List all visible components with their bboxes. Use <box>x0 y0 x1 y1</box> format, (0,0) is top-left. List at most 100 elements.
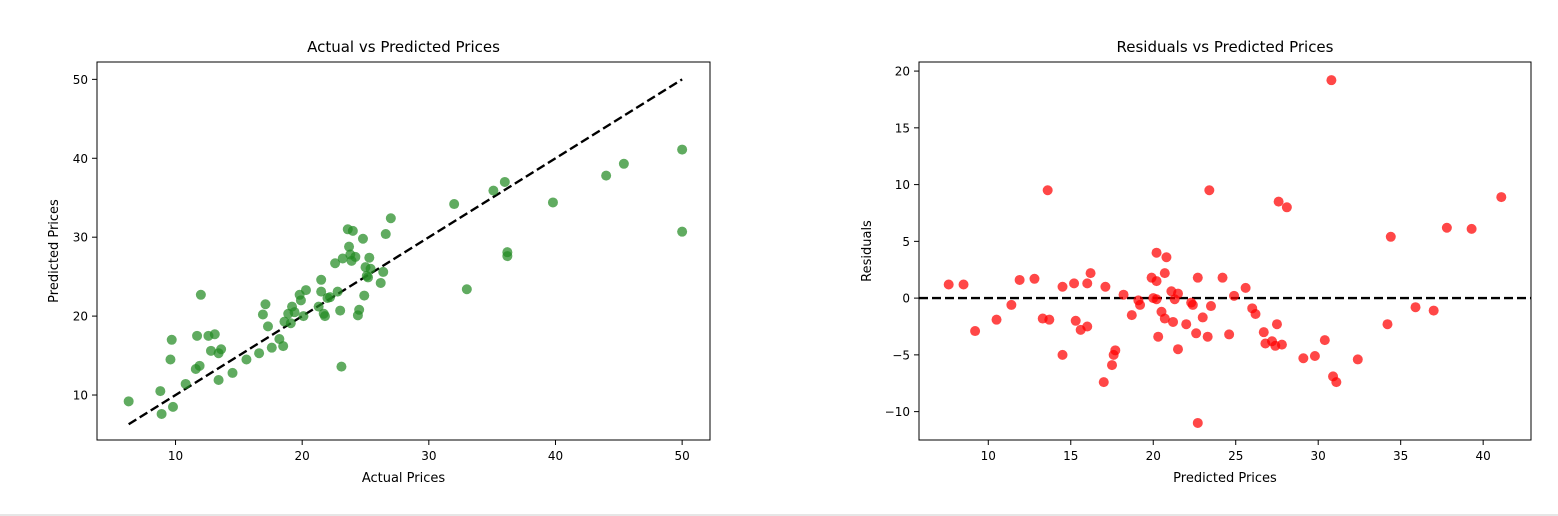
data-point <box>316 274 327 285</box>
data-point <box>289 307 300 318</box>
x-tick-label: 20 <box>295 449 310 463</box>
y-axis-label: Residuals <box>860 220 875 282</box>
data-point <box>1309 351 1320 361</box>
data-point <box>1271 319 1282 330</box>
data-point <box>1352 354 1363 365</box>
data-point <box>1082 278 1093 289</box>
y-tick-label: 50 <box>73 73 88 87</box>
data-point <box>677 144 688 155</box>
data-point <box>677 226 688 237</box>
y-tick-label: −10 <box>885 405 910 419</box>
y-tick-label: 10 <box>73 389 88 403</box>
x-tick-label: 10 <box>981 449 996 463</box>
x-tick-label: 40 <box>548 449 563 463</box>
plot-frame <box>96 61 711 441</box>
x-tick-label: 20 <box>1146 449 1161 463</box>
x-tick-label: 35 <box>1393 449 1408 463</box>
data-point <box>241 354 252 365</box>
data-point <box>180 378 191 389</box>
data-point <box>378 266 389 277</box>
data-point <box>1135 299 1146 310</box>
data-point <box>166 334 177 345</box>
x-tick-label: 40 <box>1476 449 1491 463</box>
chart-title: Actual vs Predicted Prices <box>307 38 500 56</box>
data-point <box>1085 268 1096 279</box>
data-point <box>1107 360 1118 371</box>
data-point <box>1205 301 1216 312</box>
data-point <box>1385 231 1396 242</box>
data-point <box>205 345 216 356</box>
data-point <box>1250 309 1261 319</box>
data-point <box>295 295 306 306</box>
data-point <box>1441 222 1452 233</box>
data-point <box>1098 377 1109 388</box>
data-point <box>1202 331 1213 342</box>
y-tick-label: −5 <box>892 348 910 362</box>
data-point <box>1069 278 1080 289</box>
data-point <box>385 213 396 224</box>
x-tick-label: 10 <box>168 449 183 463</box>
data-point <box>357 233 368 244</box>
data-point <box>1331 377 1342 388</box>
data-point <box>344 241 355 252</box>
data-point <box>1410 302 1421 313</box>
y-tick-label: 5 <box>902 235 910 249</box>
data-point <box>1172 288 1183 299</box>
data-point <box>380 229 391 240</box>
data-point <box>1100 281 1111 292</box>
data-point <box>1057 349 1068 360</box>
data-point <box>300 285 311 296</box>
data-point <box>943 279 954 290</box>
data-point <box>1042 185 1053 196</box>
data-point <box>330 258 341 269</box>
data-point <box>266 342 277 353</box>
data-point <box>316 286 327 297</box>
data-point <box>1192 417 1203 428</box>
data-point <box>1466 223 1477 234</box>
data-point <box>262 321 273 332</box>
data-point <box>319 311 330 322</box>
data-points <box>123 144 688 419</box>
data-point <box>254 348 265 359</box>
data-point <box>1029 273 1040 284</box>
x-tick-label: 30 <box>1311 449 1326 463</box>
plot-frame <box>918 61 1532 441</box>
y-tick-label: 40 <box>73 152 88 166</box>
data-point <box>449 199 460 210</box>
data-point <box>257 309 268 320</box>
data-point <box>1151 276 1162 287</box>
data-point <box>1118 289 1129 300</box>
data-point <box>1276 339 1287 350</box>
data-point <box>601 170 612 181</box>
data-point <box>1273 196 1284 207</box>
data-point <box>1181 319 1192 330</box>
x-axis: 10 20 30 40 50 <box>168 440 690 463</box>
bottom-divider <box>0 514 1558 516</box>
data-point <box>1258 327 1269 338</box>
y-tick-label: 10 <box>895 178 910 192</box>
data-point <box>335 305 346 316</box>
y-tick-label: 30 <box>73 231 88 245</box>
x-tick-label: 15 <box>1063 449 1078 463</box>
data-point <box>1191 328 1202 339</box>
x-axis: 10 15 20 25 30 35 40 <box>981 440 1491 463</box>
data-point <box>461 284 472 295</box>
data-point <box>1151 247 1162 258</box>
data-point <box>488 185 499 196</box>
data-point <box>547 197 558 208</box>
data-point <box>337 253 348 264</box>
data-point <box>298 311 309 322</box>
data-point <box>1168 316 1179 327</box>
chart-title: Residuals vs Predicted Prices <box>1117 38 1334 56</box>
data-point <box>325 292 336 303</box>
identity-line <box>128 78 683 426</box>
residuals-vs-predicted-chart: Residuals vs Predicted Prices 10 15 20 25 30… <box>860 38 1532 486</box>
data-point <box>363 272 374 283</box>
y-tick-label: 15 <box>895 121 910 135</box>
data-point <box>364 252 375 263</box>
data-point <box>1110 345 1121 356</box>
data-point <box>1070 315 1081 326</box>
data-point <box>167 401 178 412</box>
data-point <box>192 330 203 341</box>
